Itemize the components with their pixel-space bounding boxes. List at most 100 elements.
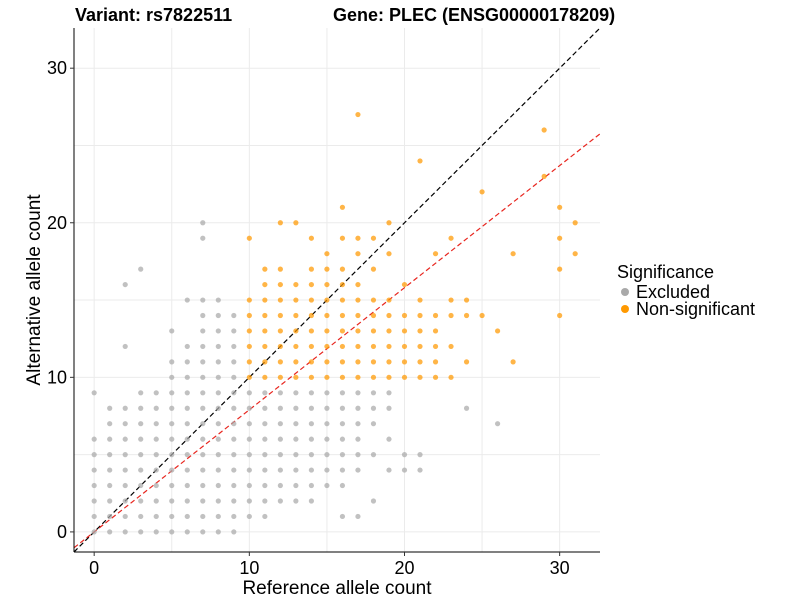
point-non-significant [308, 266, 314, 272]
point-excluded [277, 390, 283, 396]
point-excluded [293, 390, 299, 396]
point-excluded [138, 467, 144, 473]
point-non-significant [463, 297, 470, 303]
point-non-significant [386, 297, 392, 303]
point-non-significant [262, 374, 268, 380]
point-excluded [262, 452, 268, 458]
point-excluded [339, 467, 346, 473]
point-non-significant [572, 220, 578, 226]
point-non-significant [494, 328, 501, 334]
point-non-significant [277, 359, 283, 365]
point-non-significant [370, 374, 377, 380]
point-excluded [138, 452, 144, 458]
point-excluded [246, 513, 252, 520]
point-excluded [355, 513, 361, 520]
legend-marker [621, 305, 629, 313]
point-excluded [355, 452, 361, 458]
point-excluded [231, 467, 237, 473]
point-excluded [200, 343, 206, 350]
point-non-significant [432, 251, 439, 257]
point-excluded [277, 482, 283, 489]
point-non-significant [339, 235, 346, 241]
point-excluded [370, 452, 377, 458]
point-excluded [184, 421, 190, 427]
point-non-significant [277, 266, 283, 272]
point-non-significant [277, 297, 283, 303]
point-excluded [231, 452, 237, 458]
point-excluded [386, 467, 392, 473]
point-excluded [184, 498, 190, 504]
point-excluded [262, 436, 268, 442]
point-excluded [200, 405, 206, 411]
y-tick-label: 30 [47, 58, 67, 78]
point-excluded [215, 374, 221, 380]
point-non-significant [432, 328, 439, 334]
point-excluded [355, 405, 361, 411]
point-excluded [215, 513, 221, 520]
point-excluded [324, 482, 330, 489]
point-excluded [355, 467, 361, 473]
point-non-significant [557, 235, 563, 241]
point-excluded [277, 452, 283, 458]
point-excluded [324, 405, 330, 411]
point-excluded [122, 529, 128, 535]
point-non-significant [339, 297, 346, 303]
point-non-significant [557, 204, 563, 210]
point-excluded [153, 498, 159, 504]
point-non-significant [324, 297, 330, 303]
grid-lines [74, 28, 600, 552]
point-non-significant [293, 312, 299, 319]
point-excluded [91, 482, 97, 489]
point-excluded [246, 498, 252, 504]
point-non-significant [324, 359, 330, 365]
point-non-significant [463, 359, 470, 365]
point-non-significant [246, 297, 252, 303]
point-non-significant [308, 359, 314, 365]
point-excluded [200, 328, 206, 334]
point-non-significant [386, 374, 392, 380]
point-excluded [231, 482, 237, 489]
point-excluded [215, 452, 221, 458]
point-excluded [184, 436, 190, 442]
point-non-significant [401, 328, 408, 334]
point-non-significant [386, 359, 392, 365]
point-excluded [138, 266, 144, 272]
point-excluded [215, 328, 221, 334]
point-non-significant [308, 235, 314, 241]
point-excluded [293, 421, 299, 427]
point-excluded [138, 482, 144, 489]
point-non-significant [370, 343, 377, 350]
point-excluded [324, 452, 330, 458]
point-excluded [91, 452, 97, 458]
point-excluded [215, 390, 221, 396]
point-excluded [417, 452, 423, 458]
point-excluded [169, 436, 175, 442]
point-excluded [370, 498, 377, 504]
point-excluded [184, 297, 190, 303]
point-non-significant [262, 343, 268, 350]
point-excluded [200, 220, 206, 226]
point-excluded [200, 513, 206, 520]
point-excluded [138, 405, 144, 411]
y-axis-ticks: 0 10 20 30 [47, 58, 74, 542]
point-non-significant [370, 235, 377, 241]
point-excluded [324, 436, 330, 442]
point-excluded [215, 297, 221, 303]
legend-entry-label: Excluded [636, 282, 710, 302]
point-excluded [231, 359, 237, 365]
legend-entry-label: Non-significant [636, 299, 755, 319]
point-excluded [184, 513, 190, 520]
point-excluded [370, 421, 377, 427]
point-non-significant [339, 359, 346, 365]
point-excluded [293, 405, 299, 411]
point-excluded [184, 343, 190, 350]
point-excluded [246, 452, 252, 458]
point-non-significant [355, 281, 361, 288]
point-excluded [308, 498, 314, 504]
point-non-significant [246, 328, 252, 334]
point-non-significant [293, 343, 299, 350]
point-excluded [293, 482, 299, 489]
point-excluded [215, 359, 221, 365]
point-excluded [91, 513, 97, 520]
